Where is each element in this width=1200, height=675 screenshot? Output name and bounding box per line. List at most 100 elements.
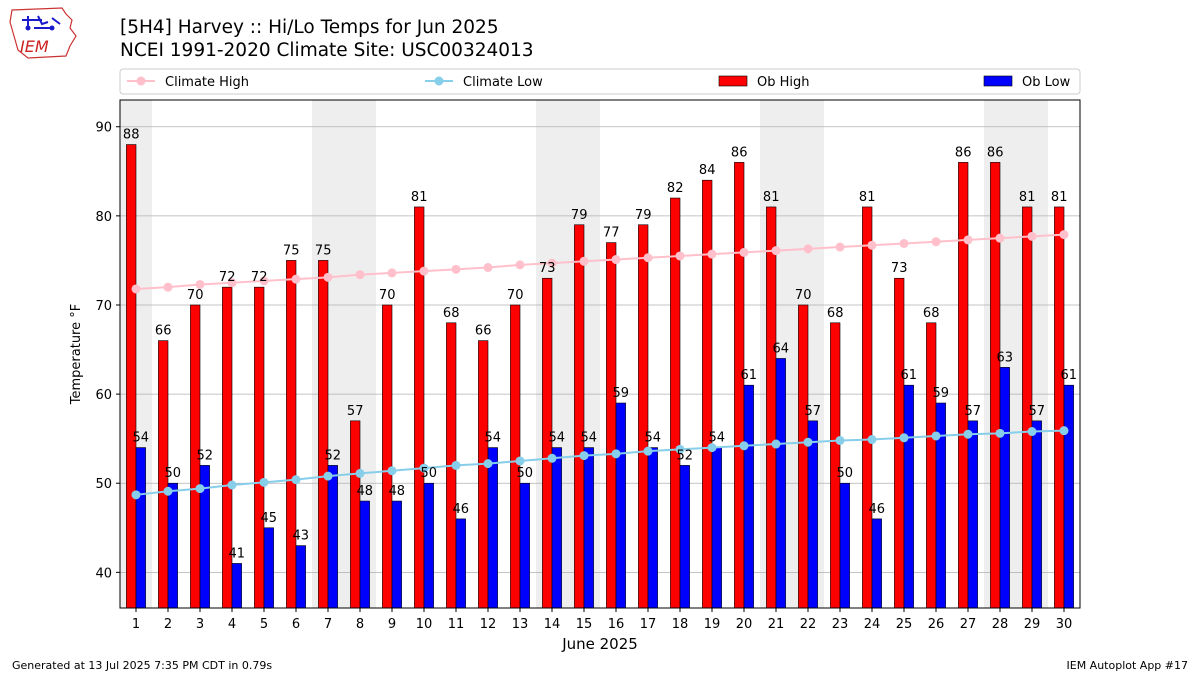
ob-low-bar	[327, 465, 338, 609]
ob-high-bar	[798, 304, 809, 609]
ob-low-label: 57	[965, 404, 982, 419]
ob-low-bar	[999, 367, 1010, 609]
x-tick-label: 24	[864, 617, 881, 632]
ob-high-bar	[254, 286, 265, 609]
ob-low-label: 61	[741, 368, 758, 383]
plot-frame	[119, 99, 1081, 609]
ob-high-label: 73	[539, 261, 556, 276]
ob-high-label: 68	[443, 306, 460, 321]
ob-low-label: 54	[485, 431, 502, 446]
ob-low-label: 61	[1061, 368, 1078, 383]
climate-high-point	[867, 240, 877, 250]
climate-low-point	[899, 433, 909, 443]
legend-label: Climate High	[165, 75, 249, 90]
legend-box	[119, 68, 1081, 95]
x-tick-label: 26	[928, 617, 945, 632]
climate-high-point	[195, 279, 205, 289]
climate-low-point	[483, 459, 493, 469]
x-tick-label: 21	[768, 617, 785, 632]
ob-high-label: 79	[571, 208, 588, 223]
ob-high-label: 68	[827, 306, 844, 321]
climate-high-point	[163, 282, 173, 292]
climate-low-point	[195, 484, 205, 494]
climate-low-point	[163, 486, 173, 496]
x-tick-label: 15	[576, 617, 593, 632]
climate-high-point	[675, 251, 685, 261]
climate-low-point	[931, 431, 941, 441]
x-tick-label: 7	[324, 617, 332, 632]
climate-high-point	[419, 266, 429, 276]
x-tick-label: 18	[672, 617, 689, 632]
ob-high-label: 86	[987, 145, 1004, 160]
ob-high-label: 82	[667, 181, 684, 196]
y-tick-label: 50	[95, 477, 112, 492]
ob-high-bar	[286, 260, 297, 609]
climate-low-point	[291, 475, 301, 485]
climate-low-point	[515, 456, 525, 466]
climate-high-point	[1059, 230, 1069, 240]
x-tick-label: 17	[640, 617, 657, 632]
ob-low-bar	[391, 500, 402, 609]
ob-low-label: 52	[325, 448, 342, 463]
x-tick-label: 20	[736, 617, 753, 632]
ob-low-label: 63	[997, 350, 1014, 365]
legend-entry: Climate High	[127, 75, 249, 90]
climate-high-point	[451, 264, 461, 274]
x-tick-label: 12	[480, 617, 497, 632]
ob-low-bar	[615, 402, 626, 609]
x-tick-label: 4	[228, 617, 236, 632]
climate-high-point	[1027, 231, 1037, 241]
ob-low-label: 50	[517, 466, 534, 481]
ob-low-label: 54	[549, 431, 566, 446]
ob-high-label: 70	[795, 288, 812, 303]
chart-subtitle: NCEI 1991-2020 Climate Site: USC00324013	[120, 40, 534, 61]
ob-high-label: 70	[507, 288, 524, 303]
bars	[126, 144, 1074, 609]
ob-low-label: 48	[389, 484, 406, 499]
ob-low-label: 61	[901, 368, 918, 383]
x-tick-label: 6	[292, 617, 300, 632]
ob-low-bar	[775, 358, 786, 609]
legend-entry: Ob High	[718, 75, 810, 90]
ob-high-label: 68	[923, 306, 940, 321]
climate-high-point	[835, 242, 845, 252]
ob-low-bar	[551, 447, 562, 609]
x-axis: 1 2 3 4 5 6 7 8 9 10 11 12 13 14 15 16 17 18 19 20 21 22 23 24 2…	[132, 608, 1072, 632]
generated-timestamp: Generated at 13 Jul 2025 7:35 PM CDT in …	[12, 659, 273, 672]
ob-high-label: 81	[1019, 190, 1036, 205]
x-tick-label: 11	[448, 617, 465, 632]
climate-low-point	[579, 451, 589, 461]
ob-high-label: 88	[123, 128, 140, 143]
ob-low-label: 46	[869, 502, 886, 517]
ob-high-label: 57	[347, 404, 364, 419]
ob-low-bar	[839, 482, 850, 609]
ob-low-bar	[871, 518, 882, 609]
iem-logo: IEM	[9, 7, 77, 59]
ob-low-label: 46	[453, 502, 470, 517]
ob-high-bar	[1054, 206, 1065, 609]
ob-low-bar	[807, 420, 818, 609]
climate-high-point	[227, 278, 237, 288]
x-tick-label: 23	[832, 617, 849, 632]
ob-high-label: 75	[315, 243, 332, 258]
grid-lines	[120, 126, 1080, 573]
ob-low-label: 50	[837, 466, 854, 481]
x-axis-label: June 2025	[561, 635, 638, 653]
ob-low-label: 54	[709, 431, 726, 446]
ob-low-label: 41	[229, 546, 246, 561]
ob-high-bar	[638, 224, 649, 609]
climate-high-point	[931, 237, 941, 247]
ob-low-label: 52	[677, 448, 694, 463]
ob-low-bar	[519, 482, 530, 609]
x-tick-label: 27	[960, 617, 977, 632]
ob-high-bar	[990, 162, 1001, 609]
climate-high-point	[771, 246, 781, 256]
ob-high-bar	[702, 179, 713, 609]
ob-high-label: 70	[187, 288, 204, 303]
x-tick-label: 22	[800, 617, 817, 632]
ob-high-bar	[350, 420, 361, 609]
ob-high-bar	[318, 260, 329, 609]
ob-low-label: 54	[645, 431, 662, 446]
ob-high-bar	[862, 206, 873, 609]
climate-low-point	[675, 444, 685, 454]
